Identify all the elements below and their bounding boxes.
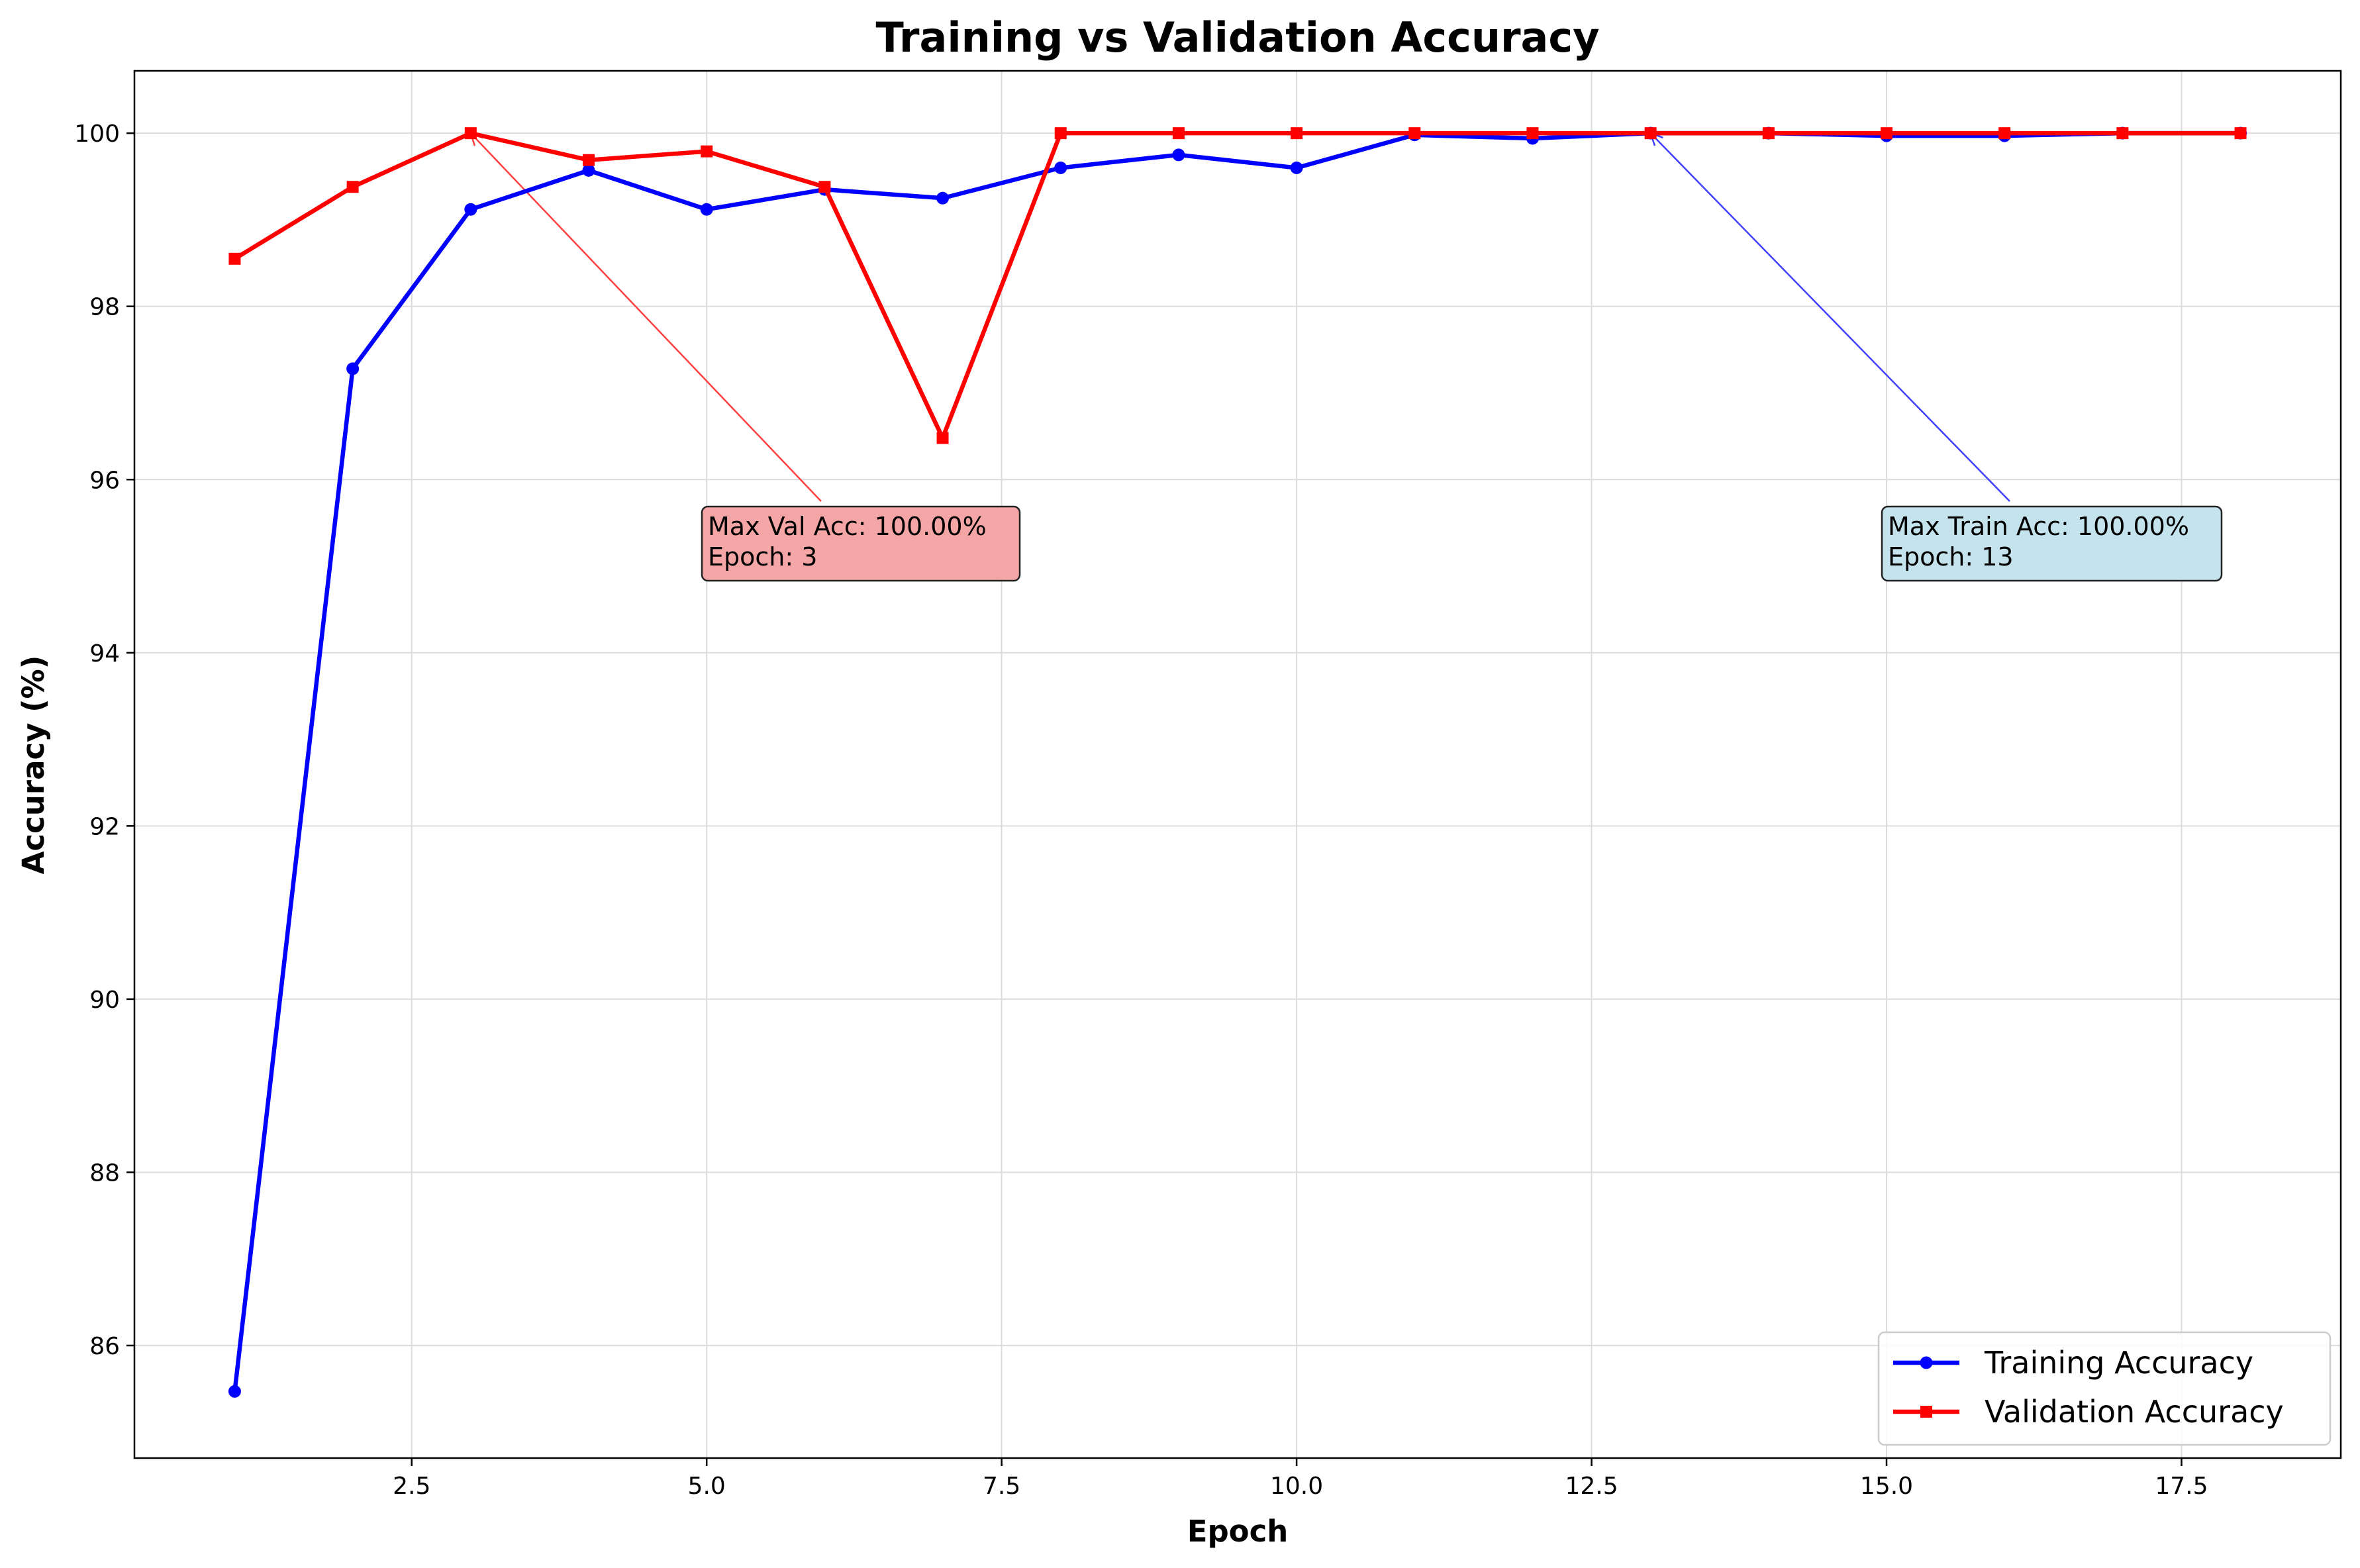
y-tick-label: 96 <box>89 467 120 494</box>
data-point <box>464 127 477 140</box>
data-point <box>1172 127 1185 140</box>
data-point <box>582 164 595 177</box>
data-point <box>464 203 477 216</box>
y-tick-label: 88 <box>89 1159 120 1187</box>
data-point <box>936 432 949 444</box>
data-point <box>228 1385 241 1398</box>
data-point <box>1644 127 1657 140</box>
annotation-arrow-line <box>1649 132 2010 502</box>
chart-title: Training vs Validation Accuracy <box>875 13 1599 62</box>
annotation-boxes: Max Val Acc: 100.00%Epoch: 3 Max Train Ac… <box>701 505 2223 582</box>
annotation-arrow-line <box>469 132 822 502</box>
legend-label: Training Accuracy <box>1984 1345 2253 1381</box>
data-point <box>228 252 241 265</box>
y-tick-label: 100 <box>74 121 120 148</box>
annotation-box <box>1881 505 2223 582</box>
data-point <box>583 154 595 166</box>
data-point <box>1408 127 1421 140</box>
y-tick-label: 90 <box>89 987 120 1014</box>
data-point <box>1291 127 1303 140</box>
data-point <box>1998 127 2011 140</box>
annotation-text: Epoch: 3 <box>708 542 817 571</box>
data-point <box>936 191 950 205</box>
legend-label: Validation Accuracy <box>1985 1394 2284 1430</box>
series-line <box>233 130 2241 440</box>
legend-swatch-marker <box>1920 1406 1932 1418</box>
data-point <box>346 362 360 375</box>
data-point <box>700 203 713 216</box>
data-point <box>346 181 359 193</box>
x-axis-label: Epoch <box>1187 1514 1289 1549</box>
annotation-box <box>701 505 1021 582</box>
y-tick-label: 86 <box>89 1333 120 1360</box>
legend-box <box>1877 1331 2332 1446</box>
data-point <box>818 181 831 193</box>
data-point <box>1054 161 1067 174</box>
x-tick-label: 7.5 <box>983 1473 1020 1500</box>
legend: Training Accuracy Validation Accuracy <box>1877 1331 2332 1446</box>
annotation-text: Epoch: 13 <box>1888 542 2014 571</box>
x-tick-label: 17.5 <box>2155 1473 2208 1500</box>
series-layer <box>228 126 2247 1398</box>
legend-swatch-marker <box>1920 1356 1933 1369</box>
y-tick-label: 92 <box>89 813 120 840</box>
data-point <box>1762 127 1775 140</box>
data-point <box>1290 161 1303 174</box>
annotation-text: Max Train Acc: 100.00% <box>1888 512 2189 541</box>
plot-frame <box>133 70 2342 1459</box>
data-point <box>1526 127 1539 140</box>
data-point <box>2234 127 2247 140</box>
series-line <box>232 130 2241 1392</box>
x-tick-label: 12.5 <box>1565 1473 1618 1500</box>
data-point <box>1054 127 1067 140</box>
data-point <box>2116 127 2129 140</box>
ticks: 2.5 5.0 7.5 10.0 12.5 15.0 17.5 86 88 90 92 94 96 98 1… <box>74 121 2208 1500</box>
x-tick-label: 10.0 <box>1270 1473 1323 1500</box>
y-tick-label: 94 <box>89 640 120 667</box>
y-axis-label: Accuracy (%) <box>16 656 51 875</box>
y-tick-label: 98 <box>89 294 120 321</box>
x-tick-label: 5.0 <box>688 1473 726 1500</box>
data-point <box>701 145 713 158</box>
data-point <box>1172 148 1185 162</box>
x-tick-label: 15.0 <box>1860 1473 1913 1500</box>
data-point <box>1881 127 1893 140</box>
annotation-text: Max Val Acc: 100.00% <box>708 512 987 541</box>
x-tick-label: 2.5 <box>393 1473 430 1500</box>
